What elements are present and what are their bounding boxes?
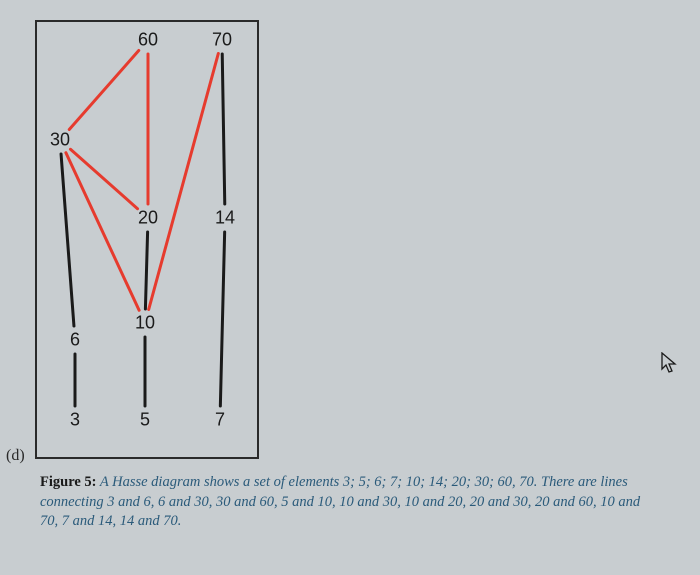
edge-n10-n70 xyxy=(149,54,219,310)
subfigure-label-text: (d) xyxy=(6,447,25,464)
figure-caption-text: A Hasse diagram shows a set of elements … xyxy=(40,474,640,529)
edge-n7-n14 xyxy=(220,232,224,406)
edge-n6-n30 xyxy=(61,154,74,326)
node-7: 7 xyxy=(215,410,225,431)
page-root: 3 5 6 7 10 14 20 30 60 70 (d) Figure 5: A Hasse d… xyxy=(0,0,700,575)
edge-n14-n70 xyxy=(222,54,225,204)
edge-n30-n60 xyxy=(69,51,139,130)
node-60: 60 xyxy=(138,30,158,51)
node-30: 30 xyxy=(50,130,70,151)
edge-n20-n30 xyxy=(70,149,137,208)
node-70: 70 xyxy=(212,30,232,51)
node-6: 6 xyxy=(70,330,80,351)
subfigure-label: (d) xyxy=(6,447,25,465)
node-5: 5 xyxy=(140,410,150,431)
node-3: 3 xyxy=(70,410,80,431)
figure-caption-label: Figure 5: xyxy=(40,474,97,490)
node-20: 20 xyxy=(138,208,158,229)
figure-caption: Figure 5: A Hasse diagram shows a set of… xyxy=(40,473,660,532)
node-10: 10 xyxy=(135,313,155,334)
cursor-icon xyxy=(660,352,678,376)
edge-n10-n20 xyxy=(145,232,147,309)
node-14: 14 xyxy=(215,208,235,229)
